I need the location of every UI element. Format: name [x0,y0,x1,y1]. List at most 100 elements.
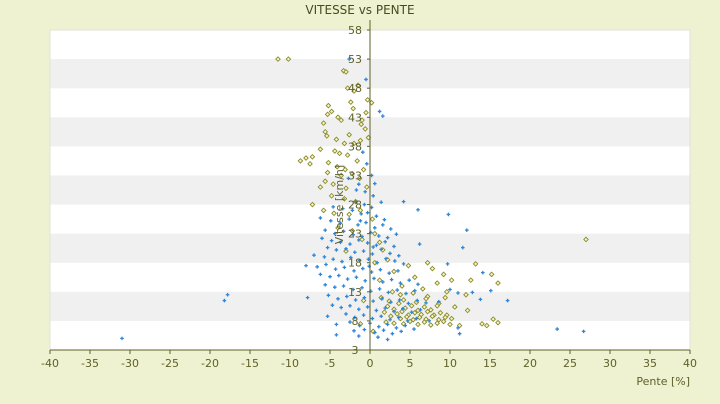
x-tick-label: 40 [683,357,697,370]
data-point [346,176,351,181]
data-point [429,313,436,320]
data-point [349,227,356,234]
data-point [338,221,343,225]
data-point [489,288,493,293]
y-tick-label: 13 [348,286,362,299]
data-point [463,291,469,298]
data-point [461,245,465,250]
data-point [331,210,337,217]
data-point [120,336,124,341]
data-point [442,294,449,301]
x-tick-label: 5 [407,357,414,370]
data-point [448,315,455,322]
data-point [446,212,451,217]
data-point [387,313,394,320]
data-point [355,82,361,89]
data-point [359,212,363,216]
data-point [583,236,589,243]
data-point [409,310,414,314]
data-point [411,274,418,281]
data-point [360,297,367,304]
data-point [344,312,348,316]
data-point [324,169,331,176]
data-point [414,316,419,321]
data-point [341,229,346,234]
data-point [364,96,371,103]
data-point [418,308,423,312]
data-point [343,185,349,192]
data-point [555,327,559,331]
data-point [326,293,331,298]
x-tick-label: 20 [523,357,537,370]
data-point [387,271,391,275]
data-point [437,299,441,304]
data-point [344,85,351,92]
data-point [399,308,405,315]
data-point [427,319,431,323]
data-point [394,311,401,317]
data-point [442,314,449,321]
data-point [392,309,396,314]
data-point [385,235,390,240]
data-point [352,329,356,333]
data-point [320,207,327,214]
data-point [435,316,442,323]
data-point [384,256,388,261]
data-point [434,280,441,286]
x-axis-ticks: -40 -35 -30 -25 -20 -15 -10 -5 0 5 10 15 20 25 30 35 40 [41,350,697,370]
data-point [448,277,455,284]
data-point [397,298,402,302]
data-point [412,327,416,331]
data-point [334,248,339,252]
x-tick-label: 30 [603,357,617,370]
data-point [361,266,365,271]
x-tick-label: -35 [81,357,99,370]
data-point [363,278,367,283]
data-point [358,219,363,223]
data-point [333,231,337,236]
data-point [328,108,335,115]
data-point [383,306,387,310]
data-point [421,304,428,310]
data-point [329,219,333,223]
data-point [419,286,426,292]
data-point [391,320,397,327]
data-point [370,252,375,256]
data-point [365,305,370,309]
data-point [353,250,357,255]
data-point [381,114,385,118]
data-point [399,283,405,289]
data-point [345,277,350,281]
data-point [377,234,381,238]
data-point [373,330,377,335]
data-point [349,170,356,177]
data-point [225,292,230,297]
data-point [374,308,379,313]
data-point [408,302,415,309]
data-point [382,217,387,222]
data-point [363,184,370,190]
data-point [324,111,331,118]
data-point [323,228,327,232]
data-point [401,306,405,311]
data-point [325,314,330,319]
data-point [363,109,369,116]
data-point [581,329,586,334]
data-point [361,249,366,253]
data-point [345,294,349,299]
data-points [120,56,589,342]
data-point [372,276,376,281]
data-point [362,126,369,132]
data-point [354,188,359,192]
chart-title: VITESSE vs PENTE [305,3,414,17]
data-point [325,159,332,166]
data-point [353,298,358,302]
data-point [399,329,403,334]
data-point [352,269,356,273]
data-point [490,316,497,323]
data-point [365,210,370,215]
data-point [389,300,393,305]
y-tick-label: 3 [352,344,359,357]
